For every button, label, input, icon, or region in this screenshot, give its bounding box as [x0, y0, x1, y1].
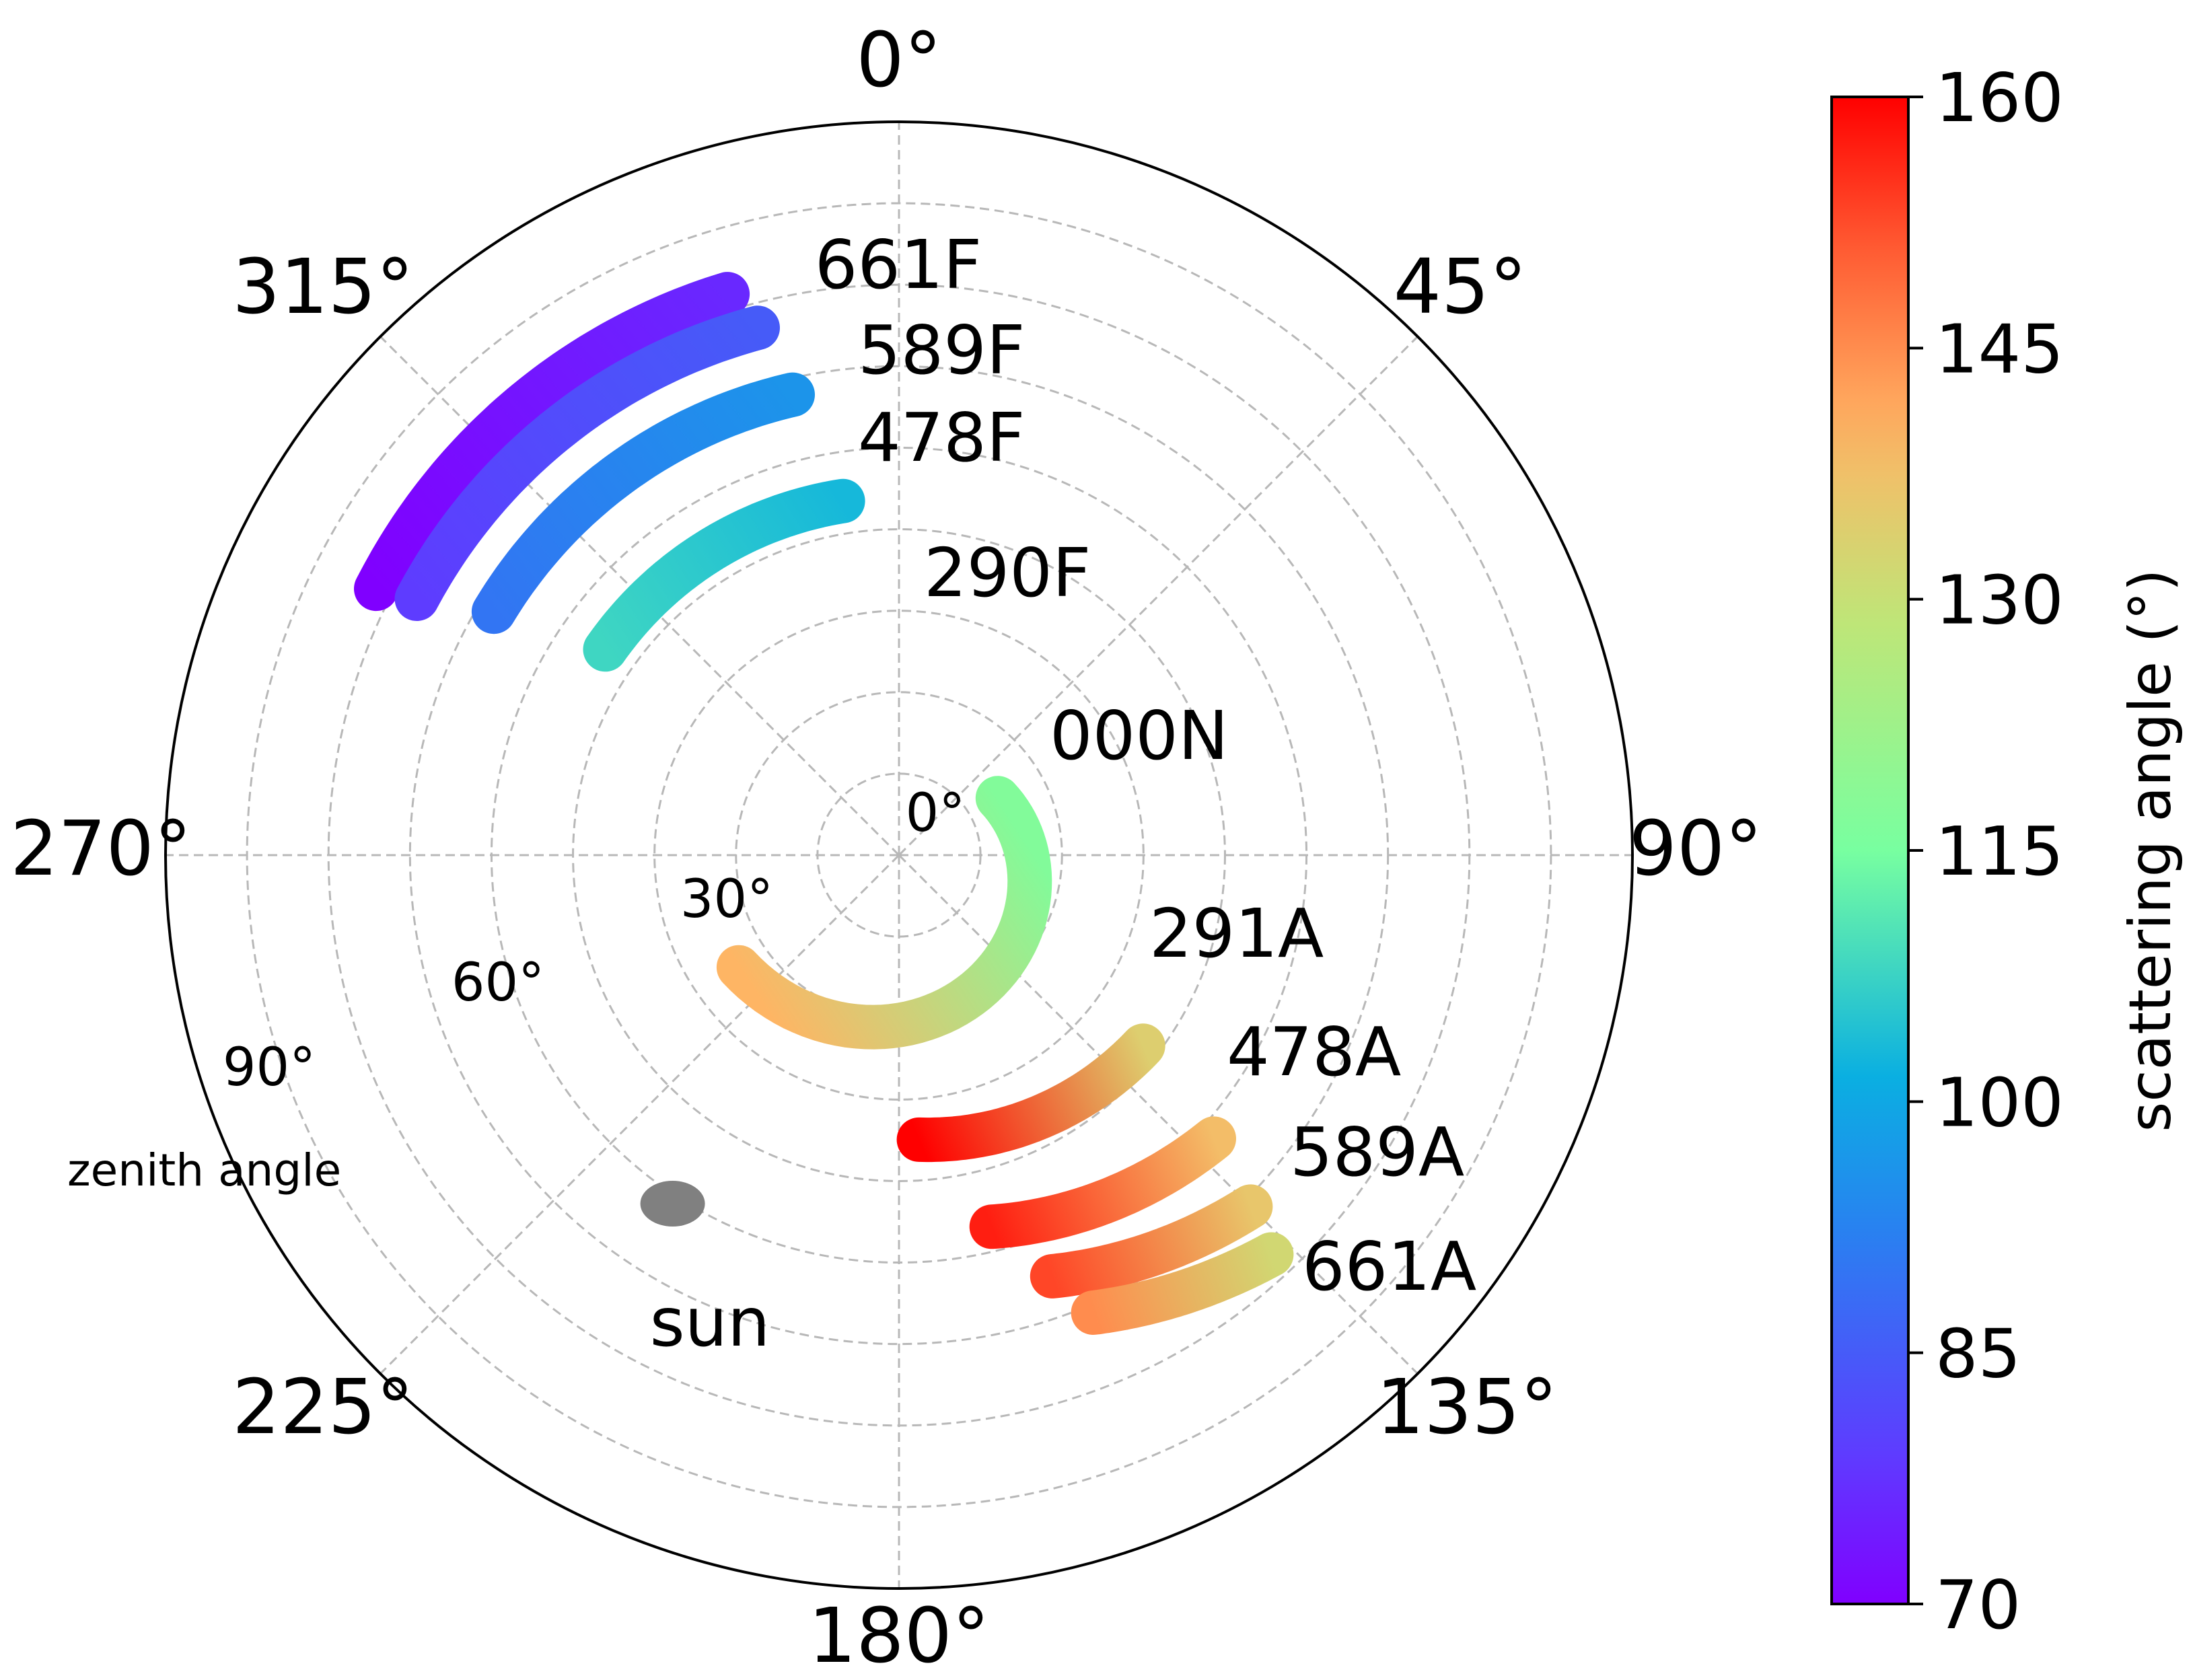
theta-tick-label: 270° [10, 805, 192, 893]
theta-tick-label: 45° [1394, 244, 1527, 331]
band-290f [583, 478, 865, 672]
theta-tick-label: 180° [808, 1593, 990, 1680]
colorbar-gradient [1830, 96, 1910, 1605]
colorbar-tick-label: 115 [1935, 812, 2064, 891]
series-layer [354, 272, 1294, 1335]
band-589f [394, 305, 780, 621]
series-label-661f: 661F [815, 225, 982, 304]
band-661a [1071, 1232, 1294, 1335]
colorbar: 70 85 100 115 130 145 160 scattering angle (°) [1830, 59, 2184, 1644]
sun-marker [640, 1181, 705, 1227]
grid-spoke [380, 336, 900, 856]
series-label-sun: sun [650, 1283, 770, 1362]
grid-spoke [898, 854, 1418, 1375]
r-tick-label: 90° [223, 1037, 316, 1098]
series-label-291a: 291A [1149, 894, 1324, 973]
theta-tick-label: 225° [232, 1364, 414, 1451]
band-661f [354, 272, 750, 612]
colorbar-tick-label: 160 [1935, 59, 2064, 137]
polar-grid [164, 120, 1634, 1590]
series-label-478f: 478F [858, 398, 1025, 477]
theta-tick-label: 315° [232, 244, 414, 331]
colorbar-label: scattering angle (°) [2117, 569, 2184, 1132]
series-label-290f: 290F [924, 534, 1091, 612]
colorbar-tick-label: 130 [1935, 561, 2064, 640]
colorbar-tick-label: 100 [1935, 1063, 2064, 1142]
band-478f [471, 372, 815, 634]
r-tick-labels: 0° 30° 60° 90° [223, 783, 965, 1098]
colorbar-ticks: 70 85 100 115 130 145 160 [1908, 59, 2064, 1644]
theta-tick-label: 0° [856, 17, 941, 104]
series-label-661a: 661A [1302, 1227, 1476, 1306]
band-478a [969, 1116, 1236, 1249]
colorbar-tick-label: 85 [1935, 1315, 2021, 1393]
band-000n [716, 776, 1052, 1050]
grid-spoke [898, 336, 1418, 856]
theta-tick-label: 90° [1629, 805, 1763, 893]
series-label-589f: 589F [858, 311, 1025, 390]
colorbar-tick-label: 70 [1935, 1566, 2021, 1644]
band-291a [896, 1023, 1165, 1163]
theta-tick-label: 135° [1376, 1364, 1558, 1451]
series-label-478a: 478A [1227, 1013, 1401, 1091]
theta-tick-labels: 0° 45° 90° 135° 180° 225° 270° 315° [10, 17, 1762, 1680]
series-label-589a: 589A [1290, 1113, 1464, 1192]
r-tick-label: 60° [452, 953, 544, 1013]
polar-frame [164, 120, 1634, 1590]
r-tick-label: 0° [906, 783, 966, 844]
series-label-000n: 000N [1050, 696, 1229, 775]
r-axis-label: zenith angle [67, 1144, 341, 1196]
r-tick-label: 30° [680, 869, 773, 930]
band-589a [1030, 1184, 1273, 1299]
colorbar-tick-label: 145 [1935, 309, 2064, 388]
grid-spoke [380, 854, 900, 1375]
